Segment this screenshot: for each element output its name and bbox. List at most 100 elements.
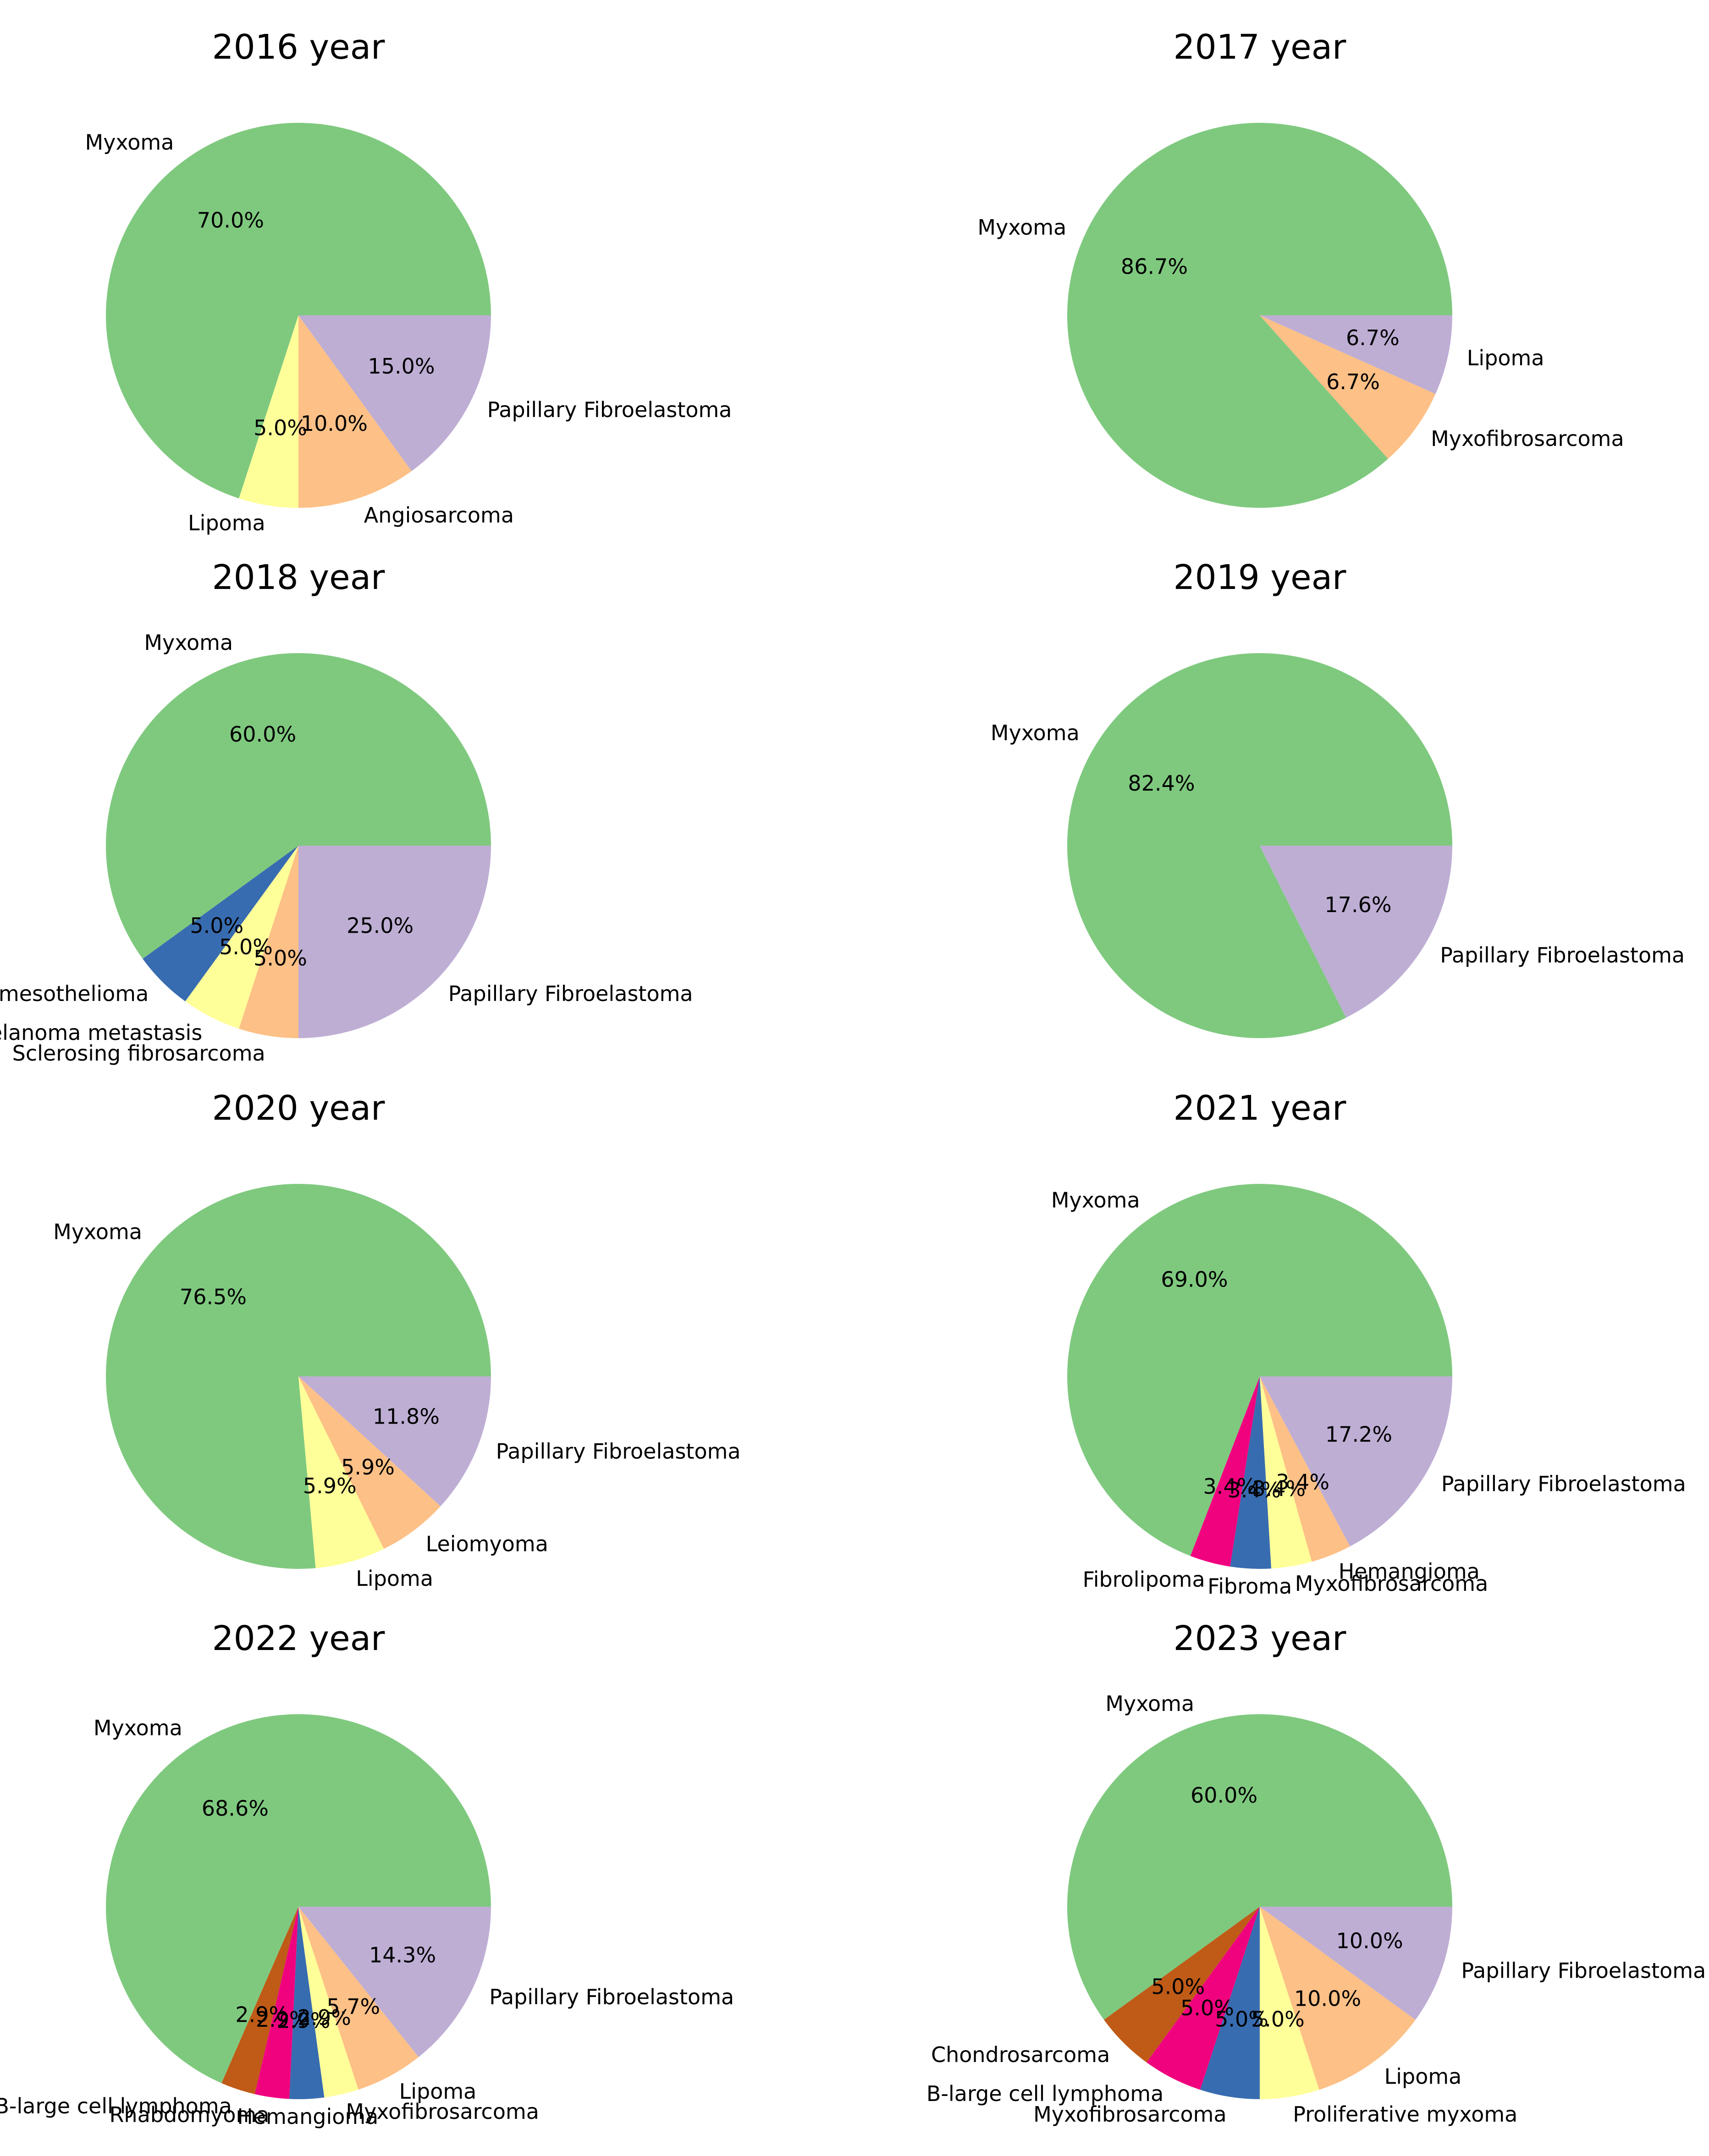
slice-label: Rhabdomyoma bbox=[109, 2102, 269, 2127]
slice-percentage-label: 10.0% bbox=[1294, 1986, 1361, 2011]
pie-slice-myxoma bbox=[1067, 653, 1453, 1038]
slice-label: Chondrosarcoma bbox=[931, 2042, 1110, 2067]
pie-slice-b-large-cell-lymphoma bbox=[1147, 1907, 1260, 2090]
slice-label: Fibrolipoma bbox=[1083, 1567, 1205, 1592]
chart-title: 2016 year bbox=[212, 28, 386, 67]
slice-label: Myxofibrosarcoma bbox=[1295, 1571, 1488, 1596]
slice-percentage-label: 10.0% bbox=[1336, 1928, 1403, 1953]
slice-label: Papillary Fibroelastoma bbox=[496, 1439, 741, 1464]
slice-label: Papillary Fibroelastoma bbox=[1441, 1472, 1686, 1496]
slice-percentage-label: 5.0% bbox=[1251, 2007, 1305, 2031]
slice-percentage-label: 5.9% bbox=[303, 1474, 357, 1498]
pie-slice-myxofibrosarcoma bbox=[1260, 315, 1436, 459]
pie-slice-myxoma bbox=[1067, 123, 1452, 508]
pie-slice-rhabdomyoma bbox=[254, 1907, 298, 2099]
slice-label: Myxoma bbox=[144, 630, 233, 655]
pie-slice-chondrosarcoma bbox=[1104, 1907, 1260, 2062]
slice-label: Papillary Fibroelastoma bbox=[487, 397, 732, 422]
pie-slice-lipoma bbox=[1260, 1907, 1416, 2090]
slice-percentage-label: 76.5% bbox=[180, 1285, 247, 1309]
slice-label: Leiomyoma bbox=[426, 1532, 548, 1556]
pie-slice-papillary-fibroelastoma bbox=[1260, 1376, 1452, 1546]
pie-slice-myxofibrosarcoma bbox=[298, 1907, 358, 2098]
pie-slice-proliferative-myxoma bbox=[1260, 1907, 1319, 2099]
slice-percentage-label: 2.9% bbox=[298, 2005, 351, 2030]
slice-label: Angiosarcoma bbox=[364, 503, 514, 528]
slice-label: Epithelioid cell malignant mesothelioma bbox=[0, 981, 149, 1006]
pie-slice-myxoma bbox=[106, 122, 491, 499]
slice-label: B-large cell lymphoma bbox=[0, 2094, 232, 2118]
pie-slice-fibrolipoma bbox=[1190, 1376, 1260, 1567]
slice-label: Sclerosing fibrosarcoma bbox=[12, 1041, 265, 1066]
slice-label: Papillary Fibroelastoma bbox=[448, 981, 693, 1006]
pie-slice-myxoma bbox=[106, 1714, 491, 2084]
pie-slice-myxoma bbox=[106, 653, 491, 959]
slice-percentage-label: 17.2% bbox=[1325, 1422, 1392, 1446]
slice-label: Proliferative myxoma bbox=[1293, 2102, 1517, 2127]
slice-label: Hemangioma bbox=[1339, 1559, 1480, 1584]
pie-slice-sclerosing-fibrosarcoma bbox=[239, 846, 298, 1038]
slice-label: B-large cell lymphoma bbox=[926, 2081, 1163, 2106]
chart-title: 2021 year bbox=[1174, 1089, 1347, 1128]
slice-percentage-label: 3.4% bbox=[1276, 1469, 1329, 1494]
pie-slice-lipoma bbox=[298, 1907, 419, 2090]
slice-percentage-label: 15.0% bbox=[368, 354, 435, 379]
pie-chart-2022-year: 2022 year Myxoma 68.6% B-large cell lymphom… bbox=[0, 1619, 734, 2129]
slice-percentage-label: 5.7% bbox=[326, 1994, 380, 2019]
pie-slice-papillary-fibroelastoma bbox=[298, 846, 491, 1038]
slice-percentage-label: 2.9% bbox=[277, 2008, 331, 2033]
slice-percentage-label: 3.4% bbox=[1252, 1476, 1306, 1501]
slice-percentage-label: 82.4% bbox=[1128, 771, 1195, 796]
slice-percentage-label: 5.0% bbox=[1215, 2007, 1268, 2031]
pie-chart-2016-year: 2016 year Myxoma 70.0% Lipoma 5.0% Angiosarco… bbox=[85, 28, 732, 535]
slice-percentage-label: 10.0% bbox=[301, 411, 368, 436]
slice-label: Lipoma bbox=[188, 511, 265, 535]
pie-slice-melanoma-metastasis bbox=[185, 846, 298, 1029]
pie-chart-2023-year: 2023 year Myxoma 60.0% Chondrosarcoma 5.0% B-… bbox=[926, 1619, 1706, 2127]
pie-slice-myxoma bbox=[1067, 1714, 1452, 2020]
pie-slice-myxofibrosarcoma bbox=[1260, 1376, 1312, 1569]
slice-label: Myxoma bbox=[1051, 1188, 1140, 1213]
pie-slice-papillary-fibroelastoma bbox=[298, 315, 491, 471]
slice-percentage-label: 11.8% bbox=[373, 1404, 440, 1429]
slice-percentage-label: 5.0% bbox=[254, 946, 307, 970]
slice-label: Papillary Fibroelastoma bbox=[489, 1985, 734, 2009]
slice-label: Lipoma bbox=[1467, 346, 1544, 370]
pie-slice-myxofibrosarcoma bbox=[1200, 1907, 1260, 2099]
slice-percentage-label: 25.0% bbox=[347, 913, 413, 938]
pie-chart-2017-year: 2017 year Myxoma 86.7% Myxofibrosarcoma 6.7%… bbox=[977, 28, 1624, 508]
slice-percentage-label: 3.4% bbox=[1203, 1474, 1257, 1499]
slice-label: Melanoma metastasis bbox=[0, 1020, 202, 1045]
pie-slice-lipoma bbox=[1260, 315, 1452, 394]
slice-label: Myxofibrosarcoma bbox=[1033, 2102, 1227, 2127]
pie-chart-2020-year: 2020 year Myxoma 76.5% Lipoma 5.9% Leiomyoma 5… bbox=[53, 1089, 740, 1591]
slice-percentage-label: 6.7% bbox=[1346, 325, 1400, 350]
slice-label: Myxoma bbox=[85, 130, 174, 155]
pie-chart-2018-year: 2018 year Myxoma 60.0% Epithelioid cell mal… bbox=[0, 558, 693, 1066]
pie-chart-2021-year: 2021 year Myxoma 69.0% Fibrolipoma 3.4% Fibro… bbox=[1051, 1089, 1686, 1599]
slice-label: Fibroma bbox=[1207, 1574, 1292, 1599]
slice-percentage-label: 68.6% bbox=[202, 1796, 269, 1821]
chart-title: 2019 year bbox=[1174, 558, 1347, 597]
slice-percentage-label: 17.6% bbox=[1324, 892, 1391, 917]
pie-slice-papillary-fibroelastoma bbox=[298, 1907, 491, 2057]
slice-percentage-label: 86.7% bbox=[1121, 254, 1188, 279]
chart-title: 2017 year bbox=[1174, 28, 1347, 67]
slice-percentage-label: 6.7% bbox=[1326, 369, 1380, 394]
slice-label: Myxoma bbox=[991, 720, 1080, 745]
pie-chart-2019-year: 2019 year Myxoma 82.4% Papillary Fibroelast… bbox=[991, 558, 1685, 1038]
pie-slice-epithelioid-cell-malignant-mesothelioma bbox=[143, 846, 298, 1001]
slice-label: Myxoma bbox=[53, 1220, 142, 1244]
slice-label: Papillary Fibroelastoma bbox=[1440, 943, 1685, 968]
slice-label: Myxofibrosarcoma bbox=[1431, 426, 1624, 451]
pie-slice-papillary-fibroelastoma bbox=[1260, 1907, 1452, 2020]
slice-percentage-label: 60.0% bbox=[1191, 1783, 1257, 1808]
slice-label: Lipoma bbox=[1384, 2064, 1462, 2089]
pie-slice-lipoma bbox=[298, 1376, 384, 1568]
pie-slice-angiosarcoma bbox=[298, 315, 412, 508]
pie-slice-fibroma bbox=[1230, 1376, 1272, 1569]
slice-percentage-label: 14.3% bbox=[369, 1943, 436, 1968]
pie-slice-myxoma bbox=[1067, 1183, 1452, 1556]
slice-percentage-label: 3.4% bbox=[1228, 1478, 1281, 1502]
